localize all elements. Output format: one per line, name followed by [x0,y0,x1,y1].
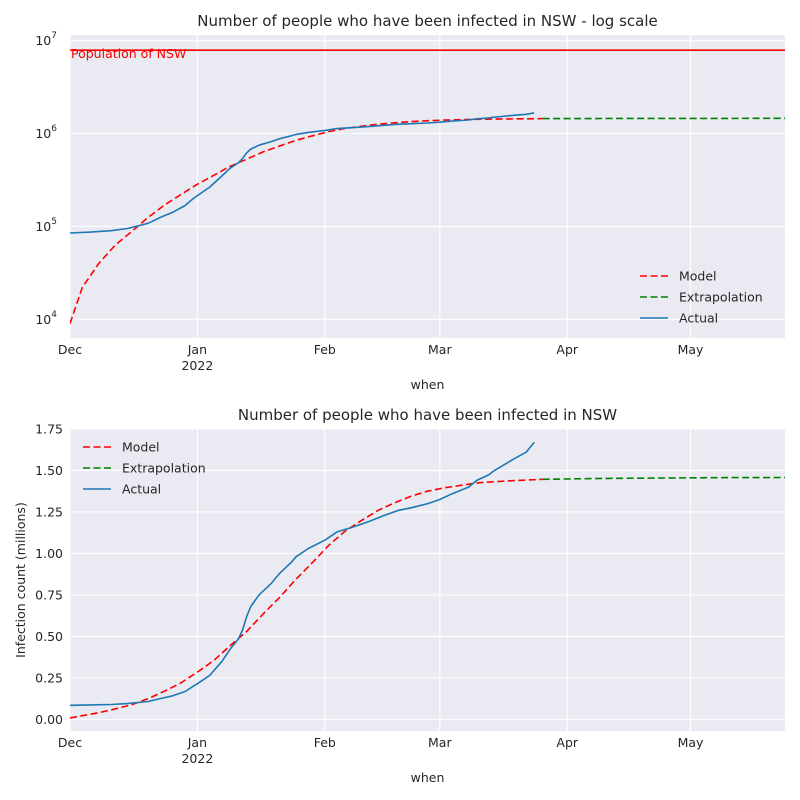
y-tick-label: 0.25 [35,670,63,685]
x-tick-label: Mar [428,342,452,357]
y-axis-label: Infection count (millions) [13,502,28,658]
x-tick-label: Feb [314,342,336,357]
y-tick-label: 1.25 [35,504,63,519]
log-scale-chart: Number of people who have been infected … [35,12,785,392]
y-tick-label: 0.75 [35,587,63,602]
series-line-model [70,117,543,324]
y-tick-label: 104 [35,310,57,327]
x-tick-label: Jan [187,735,207,750]
x-axis-label: when [411,377,445,392]
x-tick-label: Dec [58,342,82,357]
y-tick-label: 105 [35,217,57,234]
x-tick-label: May [678,342,704,357]
legend-item-extrapolation: Extrapolation [83,461,206,476]
y-tick-labels: 0.00 0.25 0.50 0.75 1.00 1.25 1.50 1.75 [35,422,63,727]
legend-item-model: Model [640,269,717,284]
series-line-actual [70,112,535,234]
legend-label: Model [679,269,717,284]
y-tick-labels: 104 105 106 107 [35,31,57,327]
y-tick-label: 1.75 [35,422,63,437]
legend: Model Extrapolation Actual [640,269,763,326]
gridlines [69,428,785,731]
x-axis-label: when [411,770,445,785]
x-tick-label: Feb [314,735,336,750]
legend-label: Model [122,440,160,455]
series-line-model [70,478,543,719]
x-tick-label: Jan [187,342,207,357]
chart-title: Number of people who have been infected … [197,12,658,30]
legend-item-actual: Actual [640,311,718,326]
x-tick-label: Dec [58,735,82,750]
legend: Model Extrapolation Actual [83,440,206,497]
series-lines [70,49,785,324]
series-line-actual [70,441,535,707]
gridlines [69,35,785,338]
y-tick-label: 107 [35,31,57,48]
plot-background [70,429,785,731]
y-tick-label: 1.00 [35,546,63,561]
x-tick-label: Apr [556,342,578,357]
population-annotation: Population of NSW [71,46,186,61]
y-tick-label: 106 [35,124,57,141]
y-tick-label: 0.50 [35,629,63,644]
legend-label: Extrapolation [679,290,763,305]
series-line-extrapolation [542,476,785,481]
legend-item-model: Model [83,440,160,455]
legend-label: Extrapolation [122,461,206,476]
x-tick-label: May [678,735,704,750]
chart-title: Number of people who have been infected … [238,406,617,424]
series-lines [70,441,785,719]
x-tick-label: Apr [556,735,578,750]
x-tick-label: Mar [428,735,452,750]
legend-item-actual: Actual [83,482,161,497]
plot-background [70,35,785,338]
linear-scale-chart: Number of people who have been infected … [13,406,785,785]
y-tick-label: 0.00 [35,712,63,727]
legend-item-extrapolation: Extrapolation [640,290,763,305]
x-tick-sublabel: 2022 [181,358,213,373]
x-tick-sublabel: 2022 [181,751,213,766]
y-tick-label: 1.50 [35,463,63,478]
legend-label: Actual [122,482,161,497]
legend-label: Actual [679,311,718,326]
